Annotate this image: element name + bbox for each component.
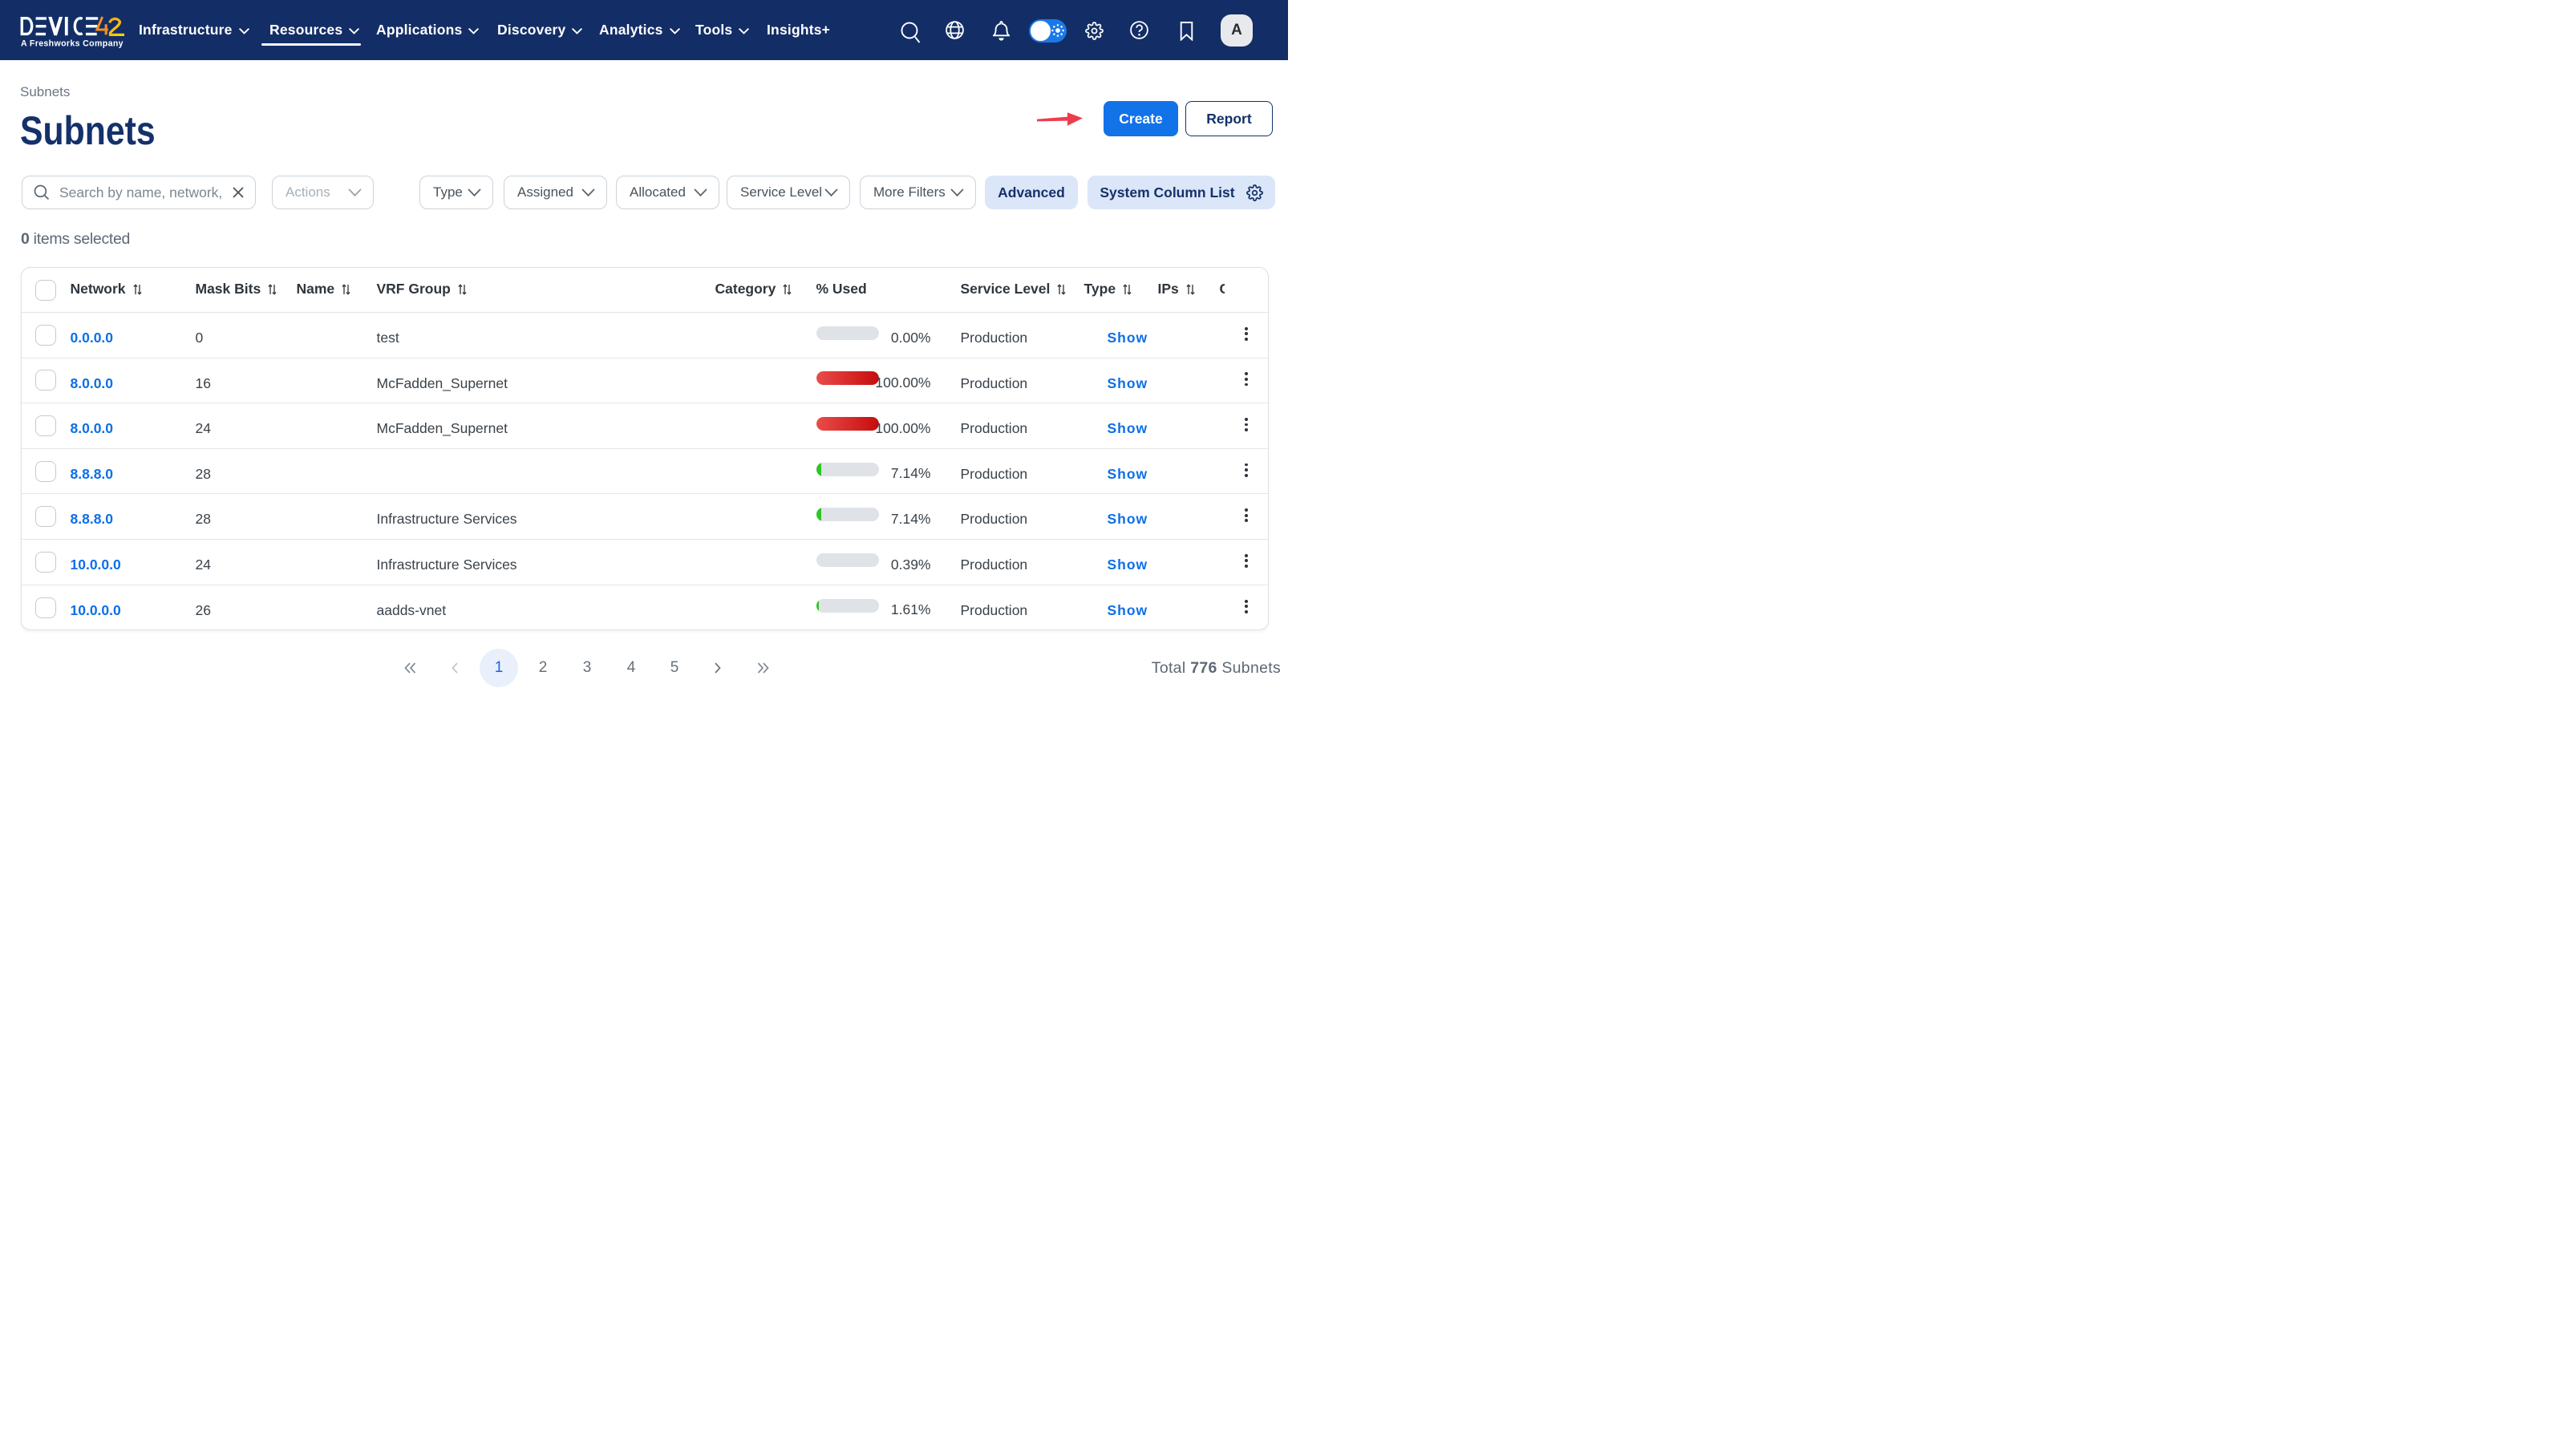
svg-text:A Freshworks Company: A Freshworks Company: [21, 39, 124, 49]
